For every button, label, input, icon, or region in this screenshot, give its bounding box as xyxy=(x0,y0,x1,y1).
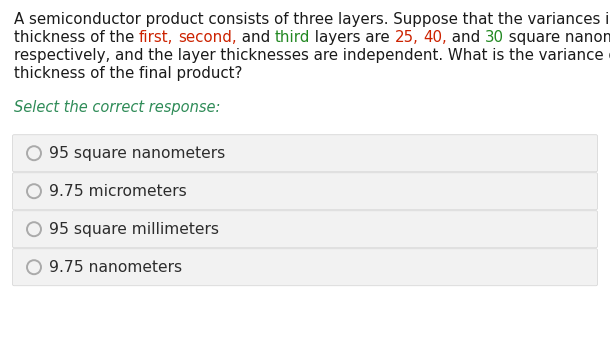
Text: thickness of the: thickness of the xyxy=(14,30,139,45)
Text: A semiconductor product consists of three layers. Suppose that the variances in: A semiconductor product consists of thre… xyxy=(14,12,610,27)
Text: thickness of the final product?: thickness of the final product? xyxy=(14,66,242,81)
FancyBboxPatch shape xyxy=(12,249,598,286)
Text: square nanometers,: square nanometers, xyxy=(504,30,610,45)
Text: 9.75 nanometers: 9.75 nanometers xyxy=(49,260,182,275)
FancyBboxPatch shape xyxy=(12,211,598,248)
Text: and: and xyxy=(237,30,274,45)
Text: third: third xyxy=(274,30,310,45)
Text: first,: first, xyxy=(139,30,173,45)
Text: 25,: 25, xyxy=(395,30,418,45)
Text: and: and xyxy=(447,30,485,45)
Text: 95 square nanometers: 95 square nanometers xyxy=(49,146,225,161)
Text: 40,: 40, xyxy=(423,30,447,45)
Text: 30: 30 xyxy=(485,30,504,45)
Text: 9.75 micrometers: 9.75 micrometers xyxy=(49,184,187,199)
Text: 95 square millimeters: 95 square millimeters xyxy=(49,222,219,237)
FancyBboxPatch shape xyxy=(12,135,598,172)
FancyBboxPatch shape xyxy=(12,173,598,210)
Text: Select the correct response:: Select the correct response: xyxy=(14,100,220,115)
Text: respectively, and the layer thicknesses are independent. What is the variance of: respectively, and the layer thicknesses … xyxy=(14,48,610,63)
Text: second,: second, xyxy=(178,30,237,45)
Text: layers are: layers are xyxy=(310,30,395,45)
